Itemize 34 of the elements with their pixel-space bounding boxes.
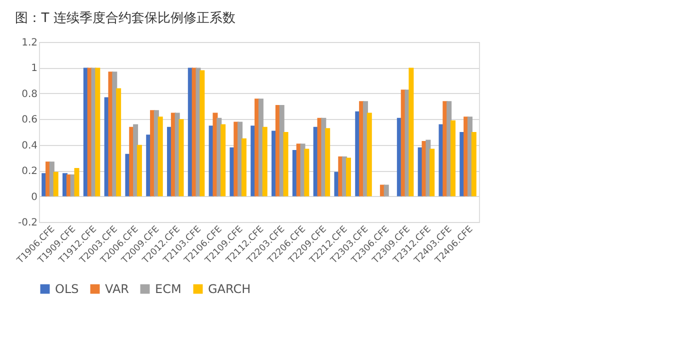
bar: [200, 70, 205, 196]
bar: [178, 119, 184, 196]
bar: [430, 148, 435, 196]
bar: [95, 68, 100, 196]
y-tick-label: 0.2: [22, 166, 38, 178]
bar: [450, 120, 456, 196]
y-tick-label: 1: [31, 63, 38, 74]
bar: [158, 116, 163, 196]
legend-label: ECM: [155, 282, 182, 296]
y-tick-label: 0.8: [22, 88, 38, 100]
bar: [346, 158, 351, 196]
y-tick-label: -0.2: [18, 218, 38, 228]
legend-label: VAR: [105, 282, 129, 296]
bar: [384, 184, 389, 196]
legend-label: OLS: [55, 282, 79, 296]
bar: [262, 126, 268, 196]
chart-title: 图：T 连续季度合约套保比例修正系数: [15, 10, 236, 26]
bar: [53, 172, 58, 196]
bar: [283, 132, 288, 196]
bar: [366, 112, 372, 196]
bar: [241, 138, 246, 196]
legend-label: GARCH: [208, 282, 251, 296]
bar: [74, 168, 80, 196]
y-tick-label: 0.6: [22, 114, 38, 126]
y-tick-label: 1.2: [22, 38, 38, 48]
bar: [408, 68, 414, 196]
bar: [220, 124, 226, 196]
bar: [136, 144, 142, 196]
bar: [304, 148, 310, 196]
bar: [471, 132, 476, 196]
y-tick-label: 0: [31, 192, 38, 203]
bar: [325, 128, 330, 196]
bar: [116, 88, 122, 196]
y-tick-label: 0.4: [22, 140, 38, 152]
